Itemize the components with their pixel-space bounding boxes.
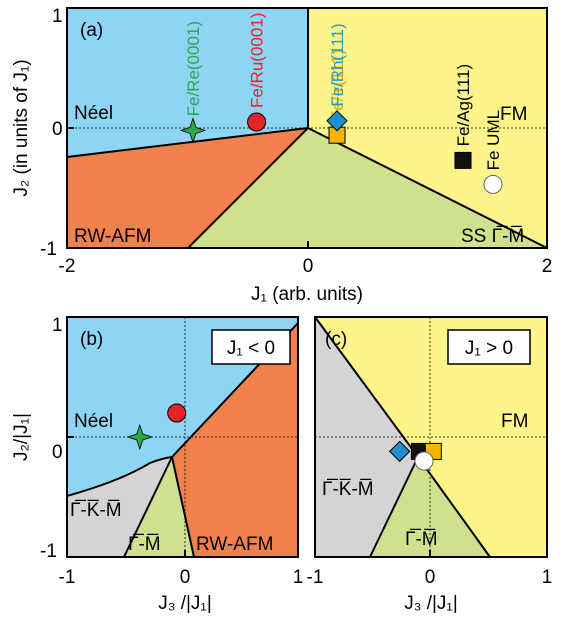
system-label-fe-rh-111: Fe/Rh(111)	[328, 23, 347, 106]
markers-panel-c	[388, 440, 442, 471]
x-tick-label: 2	[542, 256, 553, 277]
x-tick-label: 0	[303, 256, 314, 277]
y-tick-label: -1	[40, 541, 57, 562]
marker-fe-re-0001	[126, 423, 154, 451]
panel-label: (c)	[325, 329, 347, 350]
marker-fe-uml	[483, 174, 503, 194]
y-axis-label: J₂ (in units of J₁)	[11, 59, 32, 196]
region-rw-afm	[172, 323, 298, 557]
y-tick-label: 0	[52, 119, 63, 140]
y-tick-label: 1	[52, 315, 63, 336]
marker-fe-re-0001	[179, 117, 207, 144]
markers-panel-b	[126, 403, 187, 451]
condition-box	[447, 329, 531, 365]
y-tick-label: -1	[40, 239, 57, 260]
region-label-spin-spiral: SS Γ̅-M̅	[461, 226, 524, 247]
x-tick-label: 0	[180, 567, 191, 588]
system-label-fe-ir-111: Fe/Ir(111)	[328, 49, 347, 121]
region-label-gkm: Γ̅-K̅-M̅	[322, 479, 374, 500]
condition-label: J₁ < 0	[227, 338, 275, 359]
marker-fe-ru-0001	[167, 403, 187, 423]
marker-fe-rh-111	[388, 440, 411, 463]
panel-b: (b) J₁ < 0 Néel Γ̅-K̅-M̅ Γ̅-M̅ RW-AFM 1 …	[11, 315, 303, 614]
x-tick-label: 0	[425, 567, 436, 588]
x-tick-label: -2	[59, 256, 76, 277]
marker-fe-ru-0001	[247, 112, 267, 132]
x-tick-label: 1	[293, 567, 304, 588]
region-label-fm: FM	[501, 411, 528, 432]
region-label-gm: Γ̅-M̅	[128, 534, 161, 555]
markers-panel-a: Fe/Re(0001) Fe/Ru(0001) Fe/Ir(111)Fe/Rh(11…	[179, 13, 503, 194]
panel-a: (a) Néel FM RW-AFM SS Γ̅-M̅ 1 0 -1 -2 0 …	[11, 6, 552, 305]
y-axis-label: J₂/|J₁|	[11, 413, 32, 461]
x-axis-label: J₃ /|J₁|	[158, 593, 212, 614]
system-label-fe-ag-111: Fe/Ag(111)	[454, 64, 473, 147]
x-axis-label: J₁ (arb. units)	[251, 284, 363, 305]
condition-box	[211, 329, 291, 365]
region-label-rw-afm: RW-AFM	[196, 534, 273, 555]
panel-label: (a)	[80, 20, 103, 41]
region-label-gkm: Γ̅-K̅-M̅	[70, 500, 122, 521]
region-gkm	[315, 317, 418, 557]
panel-label: (b)	[80, 329, 103, 350]
region-rw-afm	[67, 128, 308, 248]
marker-fe-uml	[414, 451, 434, 471]
panel-c: (c) J₁ > 0 FM Γ̅-K̅-M̅ Γ̅-M̅ -1 0 1 J₃ /…	[307, 316, 553, 614]
system-label-fe-uml: Fe UML	[484, 110, 503, 170]
region-label-rw-afm: RW-AFM	[74, 226, 151, 247]
x-tick-label: 1	[542, 567, 553, 588]
marker-fe-ag-111	[454, 151, 472, 169]
x-axis-label: J₃ /|J₁|	[404, 593, 458, 614]
region-label-gm: Γ̅-M̅	[405, 529, 438, 550]
condition-label: J₁ > 0	[465, 338, 513, 359]
system-label-fe-ru-0001: Fe/Ru(0001)	[248, 13, 267, 108]
region-spin-spiral	[188, 128, 547, 248]
region-label-fm: FM	[500, 104, 527, 125]
marker-fe-rh-111	[326, 110, 348, 132]
region-label-neel: Néel	[74, 411, 113, 432]
y-tick-label: 1	[52, 6, 63, 27]
system-label-fe-re-0001: Fe/Re(0001)	[184, 21, 203, 116]
y-tick-label: 0	[52, 442, 63, 463]
region-label-neel: Néel	[74, 103, 113, 124]
region-gkm	[67, 457, 172, 557]
x-tick-label: -1	[307, 567, 324, 588]
x-tick-label: -1	[59, 567, 76, 588]
